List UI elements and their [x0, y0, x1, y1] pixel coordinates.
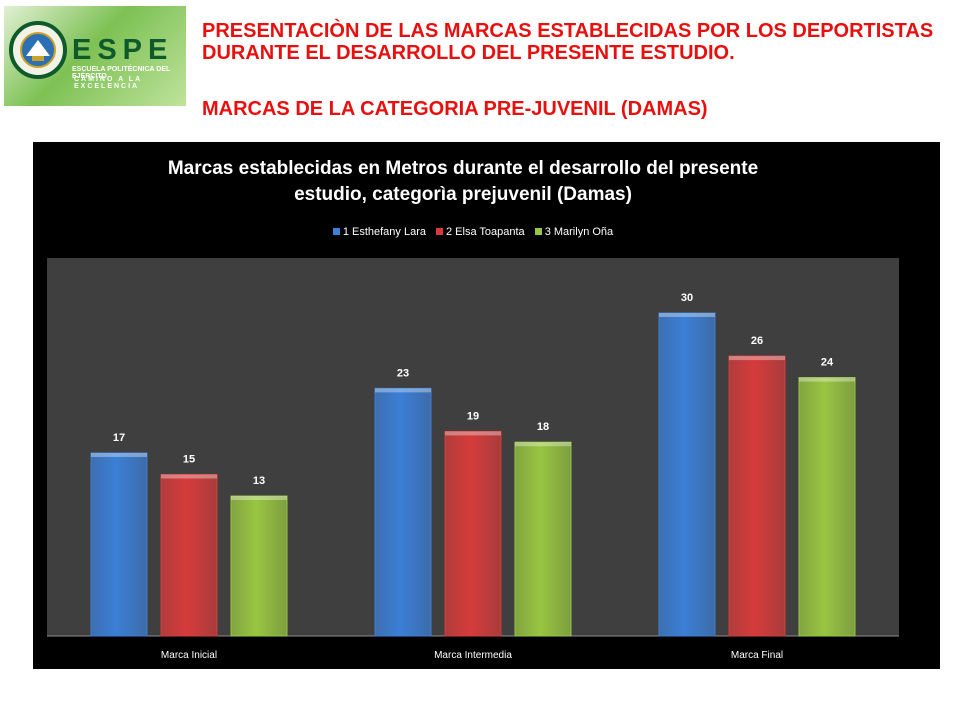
slide-title: PRESENTACIÒN DE LAS MARCAS ESTABLECIDAS …	[202, 20, 934, 64]
chart-area: Marcas establecidas en Metros durante el…	[33, 142, 940, 669]
data-label-3-1: 13	[253, 475, 265, 487]
bar-1-3	[658, 312, 716, 637]
bar-1-1	[90, 452, 148, 637]
bar-highlight-1-1	[91, 452, 147, 457]
chart-title-line-1: Marcas establecidas en Metros durante el…	[167, 158, 759, 179]
bar-highlight-3-2	[515, 442, 571, 447]
data-label-3-3: 24	[821, 357, 834, 369]
data-label-2-2: 19	[467, 410, 479, 422]
bar-highlight-2-1	[161, 474, 217, 479]
x-tick-label-1: Marca Inicial	[161, 650, 217, 661]
legend-label-2: 2 Elsa Toapanta	[445, 226, 525, 238]
bar-highlight-1-3	[659, 313, 715, 317]
bar-1-2	[374, 387, 432, 637]
bar-3-1	[230, 495, 288, 637]
seal-icon	[9, 21, 67, 79]
slide-subtitle: MARCAS DE LA CATEGORIA PRE-JUVENIL (DAMA…	[202, 98, 708, 120]
chart-legend: 1 Esthefany Lara 2 Elsa Toapanta 3 Marilyn…	[33, 226, 913, 238]
bar-2-2	[444, 430, 502, 637]
bar-chart: 17 15 13 Marca Inicial 23 19 18 Marca Intermedi…	[47, 258, 899, 661]
bar-highlight-2-3	[729, 356, 785, 361]
chart-title: Marcas establecidas en Metros durante el…	[33, 156, 893, 208]
data-label-2-3: 26	[751, 335, 763, 347]
espe-logo: ESPE ESCUELA POLITÉCNICA DEL EJÉRCITO CA…	[4, 6, 186, 106]
bar-3-2	[514, 441, 572, 637]
legend-item-2: 2 Elsa Toapanta	[435, 226, 525, 238]
bar-highlight-3-1	[231, 496, 287, 501]
x-tick-label-2: Marca Intermedia	[434, 650, 512, 661]
data-label-1-2: 23	[397, 367, 409, 379]
bar-2-1	[160, 474, 218, 637]
data-label-2-1: 15	[183, 454, 195, 466]
data-label-1-3: 30	[681, 292, 693, 304]
legend-swatch-2	[435, 228, 443, 235]
bar-highlight-3-3	[799, 377, 855, 382]
legend-item-1: 1 Esthefany Lara	[332, 226, 426, 238]
bar-3-3	[798, 377, 856, 637]
legend-item-3: 3 Marilyn Oña	[534, 226, 614, 238]
bar-highlight-2-2	[445, 431, 501, 436]
logo-institution: ESCUELA POLITÉCNICA DEL EJÉRCITO	[72, 66, 171, 80]
legend-swatch-3	[534, 228, 542, 235]
x-tick-label-3: Marca Final	[731, 650, 783, 661]
chart-title-line-2: estudio, categorìa prejuvenil (Damas)	[294, 184, 632, 205]
data-label-1-1: 17	[113, 432, 125, 444]
legend-label-3: 3 Marilyn Oña	[544, 226, 614, 238]
legend-swatch-1	[332, 228, 340, 235]
legend-label-1: 1 Esthefany Lara	[342, 226, 426, 238]
data-label-3-2: 18	[537, 421, 549, 433]
logo-wordmark: ESPE	[72, 34, 174, 66]
bar-2-3	[728, 355, 786, 637]
bar-highlight-1-2	[375, 388, 431, 393]
logo-motto: CAMINO A LA EXCELENCIA	[74, 76, 142, 90]
